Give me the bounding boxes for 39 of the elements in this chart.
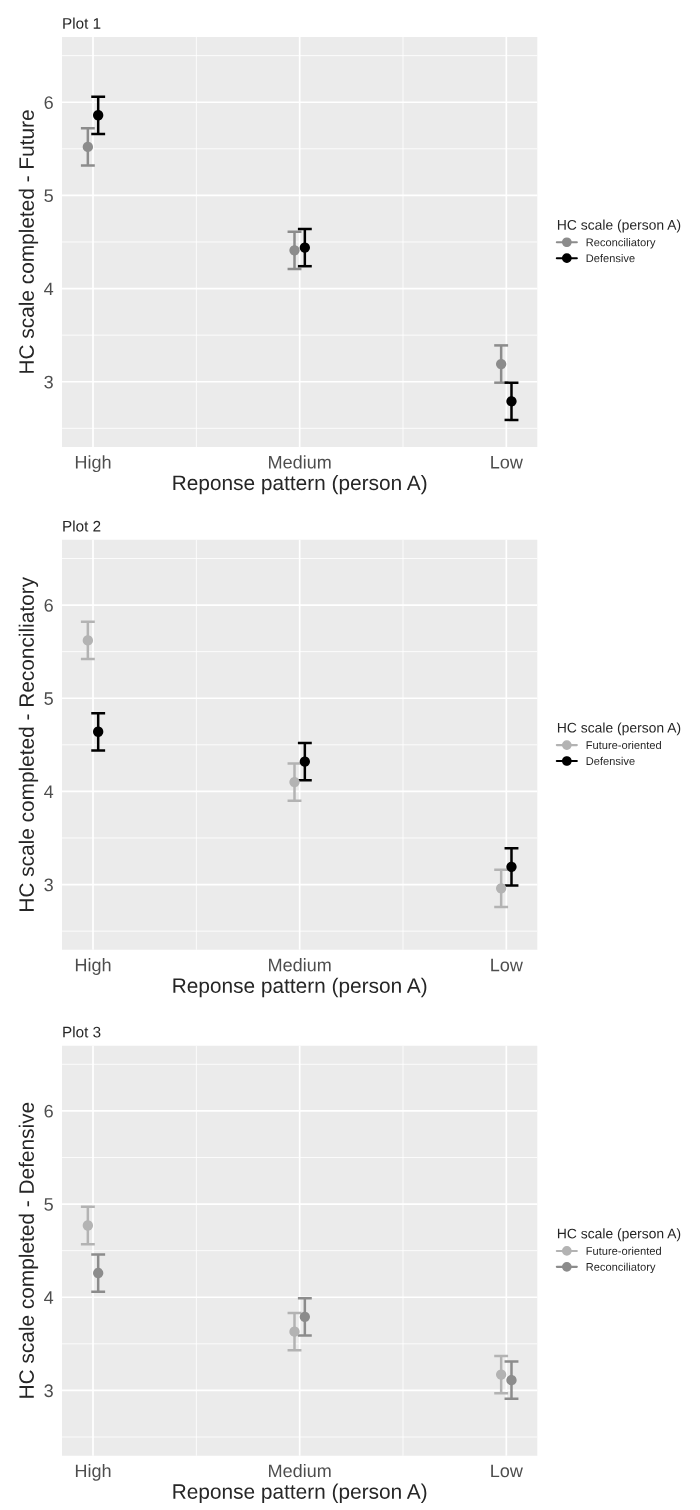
legend-title: HC scale (person A) (557, 1228, 681, 1242)
legend-label: Future-oriented (586, 1246, 661, 1255)
y-tick-label: 6 (44, 1104, 53, 1118)
y-tick-label: 3 (44, 375, 53, 389)
legend-label: Defensive (586, 254, 635, 263)
x-axis-title: Reponse pattern (person A) (173, 977, 427, 998)
legend-label: Reconciliatory (586, 238, 656, 249)
legend-label: Future-oriented (586, 740, 661, 750)
y-tick-label: 6 (44, 96, 53, 109)
y-tick-label: 3 (44, 1384, 53, 1398)
x-tick-label: High (75, 1463, 111, 1481)
legend-label: Defensive (586, 756, 635, 765)
x-tick-label: High (75, 455, 111, 473)
y-tick-label: 6 (44, 598, 53, 612)
x-tick-label: Low (491, 455, 523, 469)
y-axis-title: HC scale completed - Future (18, 110, 39, 373)
x-tick-label: Medium (269, 455, 331, 469)
x-tick-label: Medium (269, 1463, 331, 1478)
y-axis-title: HC scale completed - Defensive (18, 1102, 39, 1398)
chart-title: Plot 2 (63, 520, 101, 532)
chart-title: Plot 1 (63, 17, 101, 29)
y-tick-label: 5 (44, 189, 53, 203)
x-axis-title: Reponse pattern (person A) (173, 1483, 427, 1503)
y-tick-label: 5 (44, 692, 53, 705)
y-tick-label: 4 (44, 785, 54, 798)
x-tick-label: Low (491, 1464, 523, 1478)
y-axis-title: HC scale completed - Reconciliatory (18, 576, 39, 911)
chart-title: Plot 3 (63, 1026, 101, 1038)
legend-label: Reconciliatory (586, 1262, 656, 1274)
x-tick-label: Low (491, 958, 523, 972)
y-tick-label: 5 (44, 1198, 53, 1211)
x-tick-label: Medium (269, 958, 331, 972)
y-tick-label: 4 (44, 1291, 54, 1304)
x-tick-label: High (75, 958, 111, 975)
legend-title: HC scale (person A) (557, 219, 681, 233)
x-axis-title: Reponse pattern (person A) (173, 474, 427, 495)
legend-title: HC scale (person A) (557, 722, 681, 736)
y-tick-label: 4 (44, 282, 54, 296)
y-tick-label: 3 (44, 878, 53, 892)
